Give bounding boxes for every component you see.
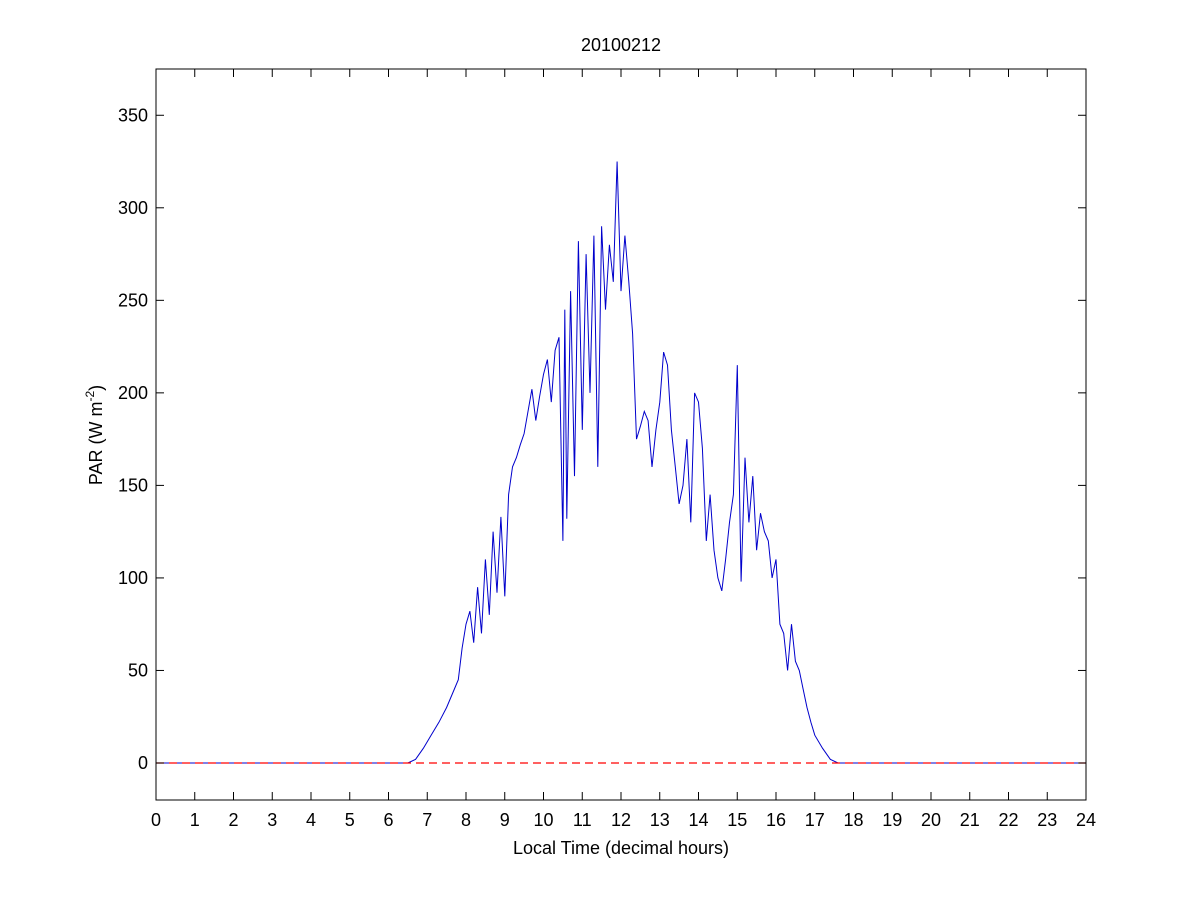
- x-tick-label: 17: [805, 810, 825, 830]
- x-tick-label: 0: [151, 810, 161, 830]
- x-tick-label: 15: [727, 810, 747, 830]
- y-tick-label: 200: [118, 383, 148, 403]
- x-tick-label: 18: [843, 810, 863, 830]
- x-tick-label: 24: [1076, 810, 1096, 830]
- y-axis-label-main: PAR (W m: [86, 402, 106, 486]
- axes-box: [155, 68, 1087, 801]
- y-tick-label: 250: [118, 290, 148, 310]
- x-tick-label: 5: [345, 810, 355, 830]
- x-tick-label: 13: [650, 810, 670, 830]
- x-tick-label: 2: [228, 810, 238, 830]
- y-tick-label: 0: [138, 753, 148, 773]
- y-tick-label: 50: [128, 660, 148, 680]
- x-tick-label: 16: [766, 810, 786, 830]
- y-tick-label: 350: [118, 105, 148, 125]
- x-tick-label: 20: [921, 810, 941, 830]
- y-axis-label-close: ): [86, 385, 106, 391]
- y-axis-label-superscript: -2: [83, 391, 97, 402]
- x-tick-label: 11: [573, 810, 592, 830]
- y-tick-label: 150: [118, 475, 148, 495]
- x-tick-label: 22: [998, 810, 1018, 830]
- x-axis-label: Local Time (decimal hours): [513, 838, 729, 858]
- x-tick-label: 9: [500, 810, 510, 830]
- axis-ticks: 0 1 2 3 4 5 6 7 8 9 10 11 12 13 14 15 16 17 18 19 20 21 22 23 24…: [118, 69, 1096, 830]
- x-tick-label: 8: [461, 810, 471, 830]
- par-series-line: [156, 161, 1086, 764]
- x-tick-label: 3: [267, 810, 277, 830]
- x-tick-label: 12: [611, 810, 631, 830]
- x-tick-label: 14: [688, 810, 708, 830]
- chart-title: 20100212: [581, 35, 661, 55]
- x-tick-label: 7: [422, 810, 432, 830]
- y-tick-label: 100: [118, 568, 148, 588]
- x-tick-label: 21: [960, 810, 980, 830]
- x-tick-label: 23: [1037, 810, 1057, 830]
- x-tick-label: 10: [533, 810, 553, 830]
- y-tick-label: 300: [118, 198, 148, 218]
- x-tick-label: 1: [190, 810, 200, 830]
- y-axis-label: PAR (W m-2): [83, 385, 106, 485]
- plot-area: [156, 161, 1086, 764]
- x-tick-label: 19: [882, 810, 902, 830]
- x-tick-label: 6: [383, 810, 393, 830]
- x-tick-label: 4: [306, 810, 316, 830]
